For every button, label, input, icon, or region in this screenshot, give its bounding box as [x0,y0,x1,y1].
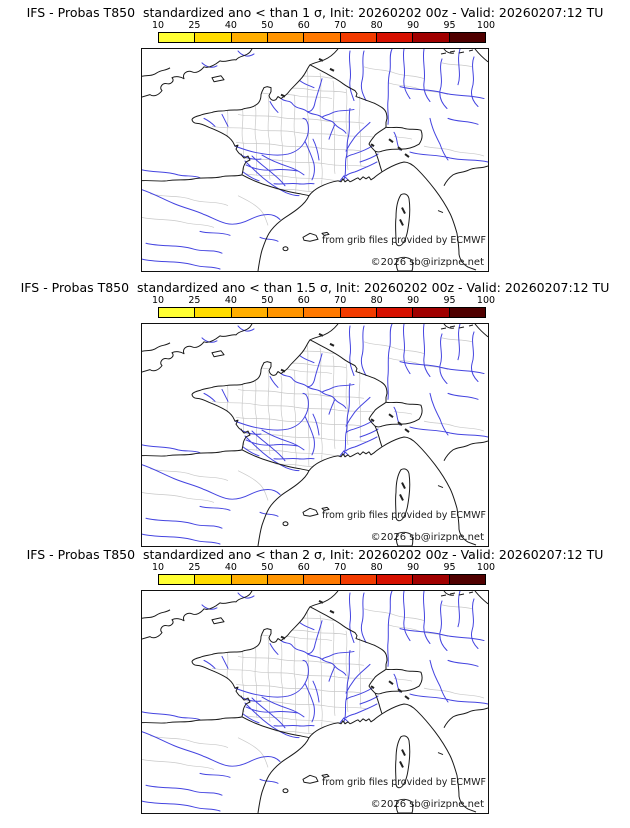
colorbar-tick-label: 100 [476,295,496,306]
panel-title: IFS - Probas T850 standardized ano < tha… [26,547,604,562]
colorbar-ticks: 10 25 40 50 60 70 80 90 95 100 [152,562,495,574]
colorbar-tick-label: 70 [334,295,347,306]
panel-title: IFS - Probas T850 standardized ano < tha… [26,5,604,20]
colorbar-tick-label: 80 [370,562,383,573]
colorbar-tick-label: 25 [188,20,201,31]
colorbar-segment [267,33,305,42]
colorbar-tick-label: 95 [443,295,456,306]
colorbar-tick-label: 95 [443,562,456,573]
colorbar-tick-label: 100 [476,562,496,573]
colorbar-segment [159,575,196,584]
colorbar-tick-label: 10 [151,295,165,306]
colorbar-segment [231,308,268,317]
colorbar-tick-label: 80 [370,295,383,306]
colorbar-scale [158,307,486,318]
colorbar-tick-label: 60 [297,562,310,573]
colorbar-tick-label: 50 [261,562,274,573]
colorbar-segment [376,308,414,317]
colorbar-segment [195,308,232,317]
colorbar-segment [340,33,377,42]
colorbar-segment [376,33,414,42]
colorbar-segment [413,308,450,317]
colorbar-tick-label: 70 [334,20,347,31]
colorbar-tick-label: 95 [443,20,456,31]
colorbar-segment [449,33,485,42]
colorbar-tick-label: 50 [261,295,274,306]
colorbar-segment [195,575,232,584]
colorbar-segment [340,575,377,584]
colorbar-tick-label: 60 [297,20,310,31]
colorbar-tick-label: 40 [224,562,237,573]
colorbar-ticks: 10 25 40 50 60 70 80 90 95 100 [152,20,495,32]
colorbar-tick-label: 90 [407,562,420,573]
map-panel-3 [141,590,489,814]
colorbar-segment [267,308,305,317]
colorbar-segment [304,308,341,317]
panel-title: IFS - Probas T850 standardized ano < tha… [20,280,610,295]
colorbar-tick-label: 40 [224,20,237,31]
colorbar-segment [231,575,268,584]
colorbar-segment [449,575,485,584]
panel-sigma-1-5: IFS - Probas T850 standardized ano < tha… [0,280,630,547]
colorbar-tick-label: 25 [188,562,201,573]
colorbar-tick-label: 70 [334,562,347,573]
colorbar-segment [413,33,450,42]
colorbar-segment [267,575,305,584]
colorbar-tick-label: 25 [188,295,201,306]
colorbar-ticks: 10 25 40 50 60 70 80 90 95 100 [152,295,495,307]
colorbar-segment [340,308,377,317]
colorbar-segment [449,308,485,317]
colorbar-tick-label: 10 [151,562,165,573]
panel-sigma-2: IFS - Probas T850 standardized ano < tha… [0,547,630,814]
colorbar-tick-label: 90 [407,20,420,31]
colorbar-tick-label: 90 [407,295,420,306]
colorbar: 10 25 40 50 60 70 80 90 95 100 [152,295,495,318]
colorbar-segment [159,33,196,42]
colorbar-tick-label: 80 [370,20,383,31]
colorbar-segment [304,575,341,584]
colorbar-scale [158,32,486,43]
colorbar-segment [304,33,341,42]
colorbar-segment [159,308,196,317]
colorbar-tick-label: 100 [476,20,496,31]
colorbar-segment [231,33,268,42]
colorbar-segment [413,575,450,584]
map-panel-1 [141,48,489,272]
colorbar-segment [376,575,414,584]
colorbar-tick-label: 40 [224,295,237,306]
map-panel-2 [141,323,489,547]
colorbar-scale [158,574,486,585]
colorbar: 10 25 40 50 60 70 80 90 95 100 [152,562,495,585]
colorbar-segment [195,33,232,42]
colorbar-tick-label: 10 [151,20,165,31]
panel-sigma-1: IFS - Probas T850 standardized ano < tha… [0,5,630,272]
colorbar: 10 25 40 50 60 70 80 90 95 100 [152,20,495,43]
colorbar-tick-label: 50 [261,20,274,31]
colorbar-tick-label: 60 [297,295,310,306]
